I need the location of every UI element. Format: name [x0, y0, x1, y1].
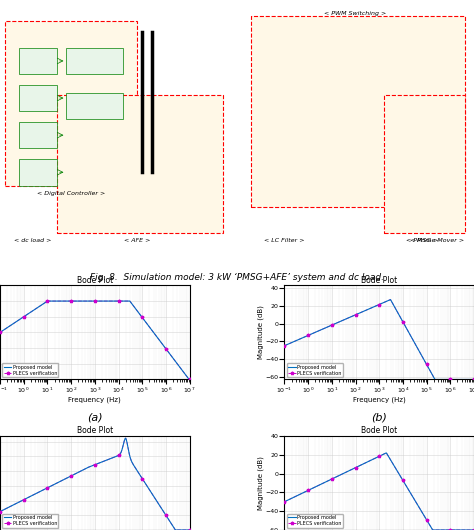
- Title: Bode Plot: Bode Plot: [361, 426, 397, 435]
- Text: < LC Filter >: < LC Filter >: [264, 238, 305, 243]
- Bar: [19, 122, 57, 148]
- Bar: [19, 85, 57, 111]
- Text: < Prime Mover >: < Prime Mover >: [410, 238, 465, 243]
- Title: Bode Plot: Bode Plot: [77, 426, 113, 435]
- Text: < PMSG >: < PMSG >: [406, 238, 438, 243]
- Legend: Proposed model, PLECS verification: Proposed model, PLECS verification: [2, 514, 58, 527]
- Legend: Proposed model, PLECS verification: Proposed model, PLECS verification: [287, 363, 343, 377]
- X-axis label: Frequency (Hz): Frequency (Hz): [68, 396, 121, 403]
- Title: Bode Plot: Bode Plot: [77, 276, 113, 285]
- X-axis label: Frequency (Hz): Frequency (Hz): [353, 396, 406, 403]
- Y-axis label: Magnitude (dB): Magnitude (dB): [257, 456, 264, 510]
- Title: Bode Plot: Bode Plot: [361, 276, 397, 285]
- Text: (a): (a): [87, 412, 102, 422]
- Text: < dc load >: < dc load >: [14, 238, 52, 243]
- Bar: [19, 159, 57, 186]
- Bar: [19, 48, 57, 74]
- Text: Fig. 8.  Simulation model: 3 kW ‘PMSG+AFE’ system and dc load.: Fig. 8. Simulation model: 3 kW ‘PMSG+AFE…: [90, 273, 384, 282]
- Y-axis label: Magnitude (dB): Magnitude (dB): [257, 305, 264, 359]
- Text: < Digital Controller >: < Digital Controller >: [37, 191, 105, 196]
- Bar: [66, 48, 123, 74]
- Text: < PWM Switching >: < PWM Switching >: [324, 11, 387, 15]
- Text: < AFE >: < AFE >: [124, 238, 151, 243]
- Bar: [57, 95, 223, 233]
- Legend: Proposed model, PLECS verification: Proposed model, PLECS verification: [2, 363, 58, 377]
- Bar: [251, 16, 465, 207]
- Bar: [66, 93, 123, 119]
- Legend: Proposed model, PLECS verification: Proposed model, PLECS verification: [287, 514, 343, 527]
- Bar: [5, 21, 137, 186]
- Bar: [384, 95, 465, 233]
- Text: (b): (b): [371, 412, 387, 422]
